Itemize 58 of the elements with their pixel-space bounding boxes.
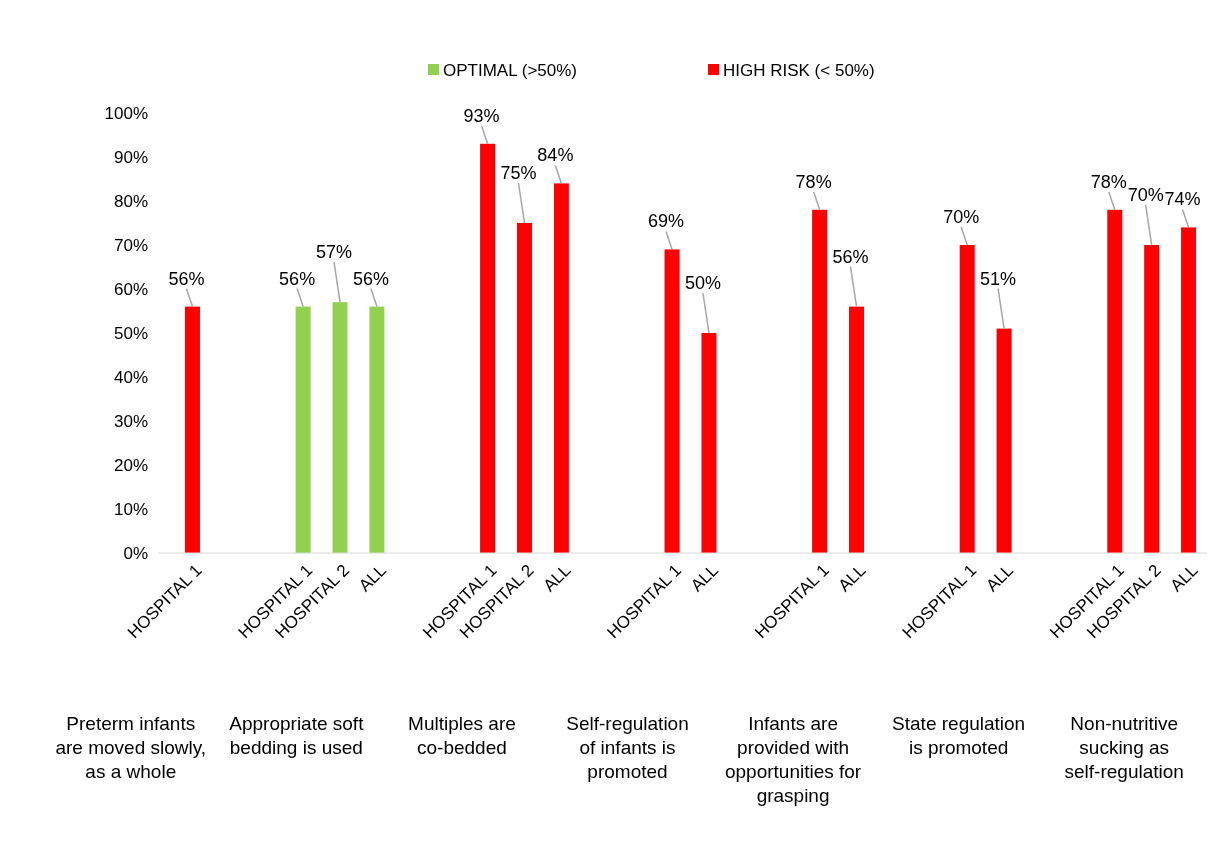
data-label: 78% (1090, 171, 1127, 192)
y-tick-label: 80% (113, 191, 148, 211)
data-label: 56% (168, 268, 205, 289)
x-tick-label: ALL (834, 560, 870, 596)
x-tick-label: ALL (539, 560, 575, 596)
data-label: 56% (279, 268, 316, 289)
data-label: 93% (463, 105, 500, 126)
text: Infants are provided with opportunities for grasping (724, 713, 862, 806)
bar (849, 306, 865, 553)
text: Preterm infants are moved slowly, as a whole (55, 713, 207, 782)
data-label: 70% (943, 207, 980, 227)
bar (812, 209, 828, 553)
y-tick-label: 70% (113, 235, 148, 255)
x-tick-label: ALL (687, 560, 722, 596)
bar (1144, 245, 1160, 553)
bar (332, 302, 348, 553)
bar (516, 223, 532, 553)
bar (664, 249, 680, 553)
text: Self-regulation of infants is promoted (566, 713, 689, 782)
data-label: 57% (316, 242, 353, 263)
y-tick-label: 60% (113, 279, 148, 299)
bar (1107, 209, 1123, 553)
x-tick-label: ALL (1166, 560, 1202, 596)
bar (959, 245, 975, 553)
bar (1181, 227, 1197, 553)
y-tick-label: 90% (113, 147, 148, 167)
data-label: 74% (1164, 189, 1201, 210)
data-label: 50% (684, 273, 721, 293)
data-label: 69% (648, 211, 685, 232)
y-tick-label: 50% (113, 323, 148, 343)
data-label: 70% (1127, 185, 1164, 205)
x-tick-label: ALL (355, 560, 390, 596)
data-label: 51% (980, 268, 1017, 289)
bar (553, 183, 569, 553)
text: Multiples are co-bedded (408, 713, 516, 758)
y-tick-label: 0% (123, 543, 148, 563)
data-label: 56% (832, 246, 869, 267)
y-tick-label: 30% (113, 411, 148, 431)
x-tick-label: ALL (982, 560, 1018, 596)
text: Appropriate soft bedding is used (229, 713, 365, 758)
bar (295, 306, 311, 553)
bar (184, 306, 200, 553)
data-label: 56% (352, 268, 389, 289)
legend-label: OPTIMAL (>50%) (443, 60, 577, 80)
y-tick-label: 100% (104, 103, 148, 123)
bar (480, 143, 496, 553)
bar (996, 328, 1012, 553)
text: State regulation is promoted (892, 713, 1026, 758)
bar (701, 333, 717, 553)
legend-label: HIGH RISK (< 50%) (723, 60, 875, 80)
y-tick-label: 20% (113, 455, 148, 475)
data-label: 78% (795, 171, 832, 192)
data-label: 75% (500, 163, 537, 183)
y-tick-label: 10% (113, 499, 148, 519)
data-label: 84% (537, 145, 574, 166)
bar (369, 306, 385, 553)
text: Non-nutritive sucking as self-regulation (1064, 713, 1184, 782)
y-tick-label: 40% (113, 367, 148, 387)
